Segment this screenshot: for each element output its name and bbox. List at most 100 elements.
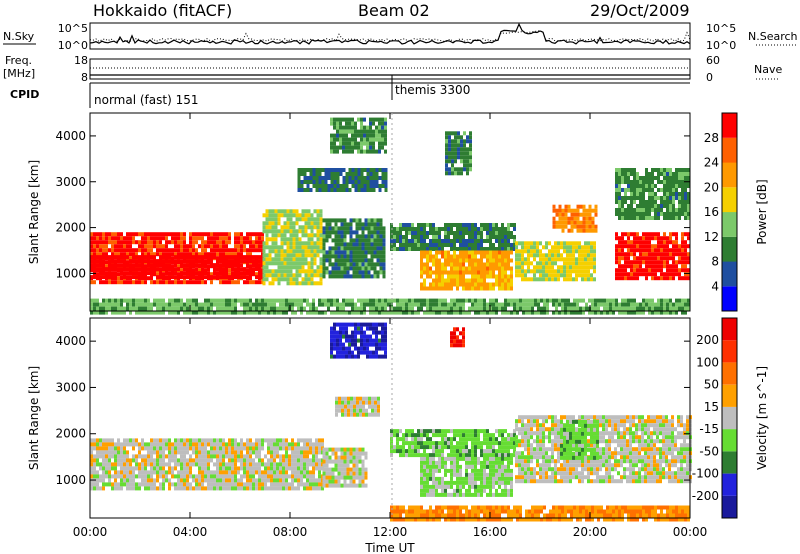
power-cell — [201, 267, 204, 272]
power-cell — [555, 220, 559, 225]
power-cell — [105, 244, 108, 249]
power-cell — [486, 227, 489, 231]
power-cell — [501, 306, 504, 311]
power-cell — [310, 221, 314, 226]
power-cell — [675, 248, 678, 253]
power-cell — [375, 149, 378, 154]
power-cell — [135, 255, 138, 260]
power-region — [90, 255, 264, 280]
power-cell — [336, 137, 339, 142]
power-cell — [585, 220, 589, 225]
power-cell — [370, 222, 374, 227]
power-cell — [513, 247, 516, 251]
power-cell — [240, 248, 243, 253]
power-cell — [566, 241, 569, 246]
power-cell — [120, 267, 123, 272]
power-cell — [651, 208, 654, 212]
power-cell — [429, 282, 432, 287]
velocity-cell — [198, 446, 201, 451]
power-cell — [581, 249, 584, 254]
velocity-cell — [201, 442, 204, 447]
velocity-cell — [90, 482, 93, 487]
power-cell — [265, 257, 269, 262]
power-cell — [460, 167, 463, 172]
power-cell — [234, 236, 237, 241]
velocity-cell — [96, 450, 99, 455]
velocity-cell — [180, 474, 183, 479]
power-cell — [246, 263, 249, 268]
power-cell — [367, 262, 371, 267]
power-cell — [462, 310, 465, 315]
velocity-cell — [246, 450, 249, 455]
power-cell — [222, 232, 225, 237]
velocity-cell — [213, 486, 216, 491]
power-cell — [367, 258, 371, 263]
velocity-cell — [120, 458, 123, 463]
velocity-cell — [129, 486, 132, 491]
power-cell — [501, 278, 504, 283]
power-cell — [593, 257, 596, 262]
power-cell — [678, 248, 681, 253]
power-cell — [447, 227, 450, 231]
power-cell — [672, 252, 675, 257]
power-cell — [301, 261, 305, 266]
velocity-cell — [246, 438, 249, 443]
velocity-cell — [228, 478, 231, 483]
power-cell — [210, 259, 213, 264]
velocity-cell — [261, 446, 264, 451]
power-cell — [352, 266, 356, 271]
velocity-cell — [204, 470, 207, 475]
power-cell — [645, 272, 648, 277]
power-cell — [615, 252, 618, 257]
velocity-cell — [195, 446, 198, 451]
power-cell — [471, 270, 474, 275]
power-cell — [316, 221, 320, 226]
power-cell — [633, 208, 636, 212]
power-cell — [675, 176, 678, 180]
power-cell — [96, 275, 99, 280]
power-cell — [90, 259, 93, 264]
power-cell — [150, 302, 153, 307]
power-cell — [645, 248, 648, 253]
power-cell — [678, 216, 681, 220]
power-cell — [141, 252, 144, 257]
power-cell — [111, 259, 114, 264]
velocity-cell — [171, 466, 174, 471]
power-cell — [672, 256, 675, 261]
power-cell — [654, 244, 657, 249]
power-cell — [349, 230, 353, 235]
power-cell — [201, 236, 204, 241]
power-cell — [426, 270, 429, 275]
power-cell — [180, 255, 183, 260]
power-cell — [180, 302, 183, 307]
power-cell — [469, 147, 472, 152]
power-cell — [489, 270, 492, 275]
velocity-cell — [264, 454, 267, 459]
power-cell — [303, 180, 307, 184]
power-cell — [159, 259, 162, 264]
velocity-cell — [114, 482, 117, 487]
power-cell — [590, 261, 593, 266]
power-cell — [510, 247, 513, 251]
power-cell — [651, 302, 654, 307]
power-cell — [575, 245, 578, 250]
velocity-cell — [249, 454, 252, 459]
power-cell — [492, 266, 495, 271]
power-cell — [268, 225, 272, 230]
velocity-cell — [297, 450, 300, 455]
power-cell — [180, 298, 183, 303]
power-cell — [515, 269, 518, 274]
power-cell — [489, 310, 492, 315]
power-cell — [548, 241, 551, 246]
power-cell — [378, 141, 381, 146]
velocity-cell — [219, 438, 222, 443]
velocity-cell — [183, 478, 186, 483]
power-cell — [289, 221, 293, 226]
power-cell — [369, 129, 372, 134]
power-cell — [678, 256, 681, 261]
power-cell — [334, 258, 338, 263]
power-cell — [265, 237, 269, 242]
power-cell — [633, 272, 636, 277]
power-cell — [252, 255, 255, 260]
power-cell — [672, 192, 675, 196]
